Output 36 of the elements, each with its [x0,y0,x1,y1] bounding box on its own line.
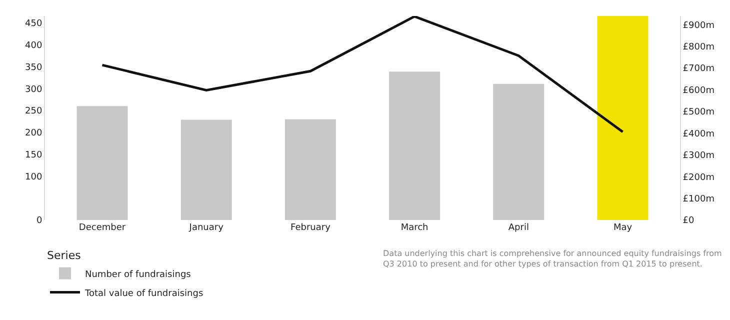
y2-tick-label: £700m [682,64,714,74]
y-tick-label: 450 [25,19,42,30]
y-tick-label: 350 [25,62,42,73]
y-tick-label: 200 [25,128,42,139]
bar [76,106,128,220]
bar [389,72,440,220]
text: Data underlying this chart is comprehensive for announced equity fundraisings from Q3 2010 to present and for other types of transaction from Q1 2015 to present. [383,249,722,268]
bar [597,16,648,220]
x-tick-label: February [290,223,332,233]
y-tick-label: 100 [25,172,42,182]
x-tick-label: April [508,223,529,233]
x-tick-label: December [78,223,126,233]
legend-label: Total value of fundraisings [84,288,204,299]
bar [180,120,232,220]
bar [493,84,544,220]
x-tick-label: March [400,223,428,233]
y-tick-label: 400 [25,41,42,52]
y-tick-label: 0 [36,216,42,226]
y2-tick-label: £300m [682,151,714,162]
y2-tick-label: £0 [682,216,695,226]
y-tick-label: 300 [25,84,42,95]
y2-tick-label: £800m [682,42,714,53]
x-tick-label: January [188,223,224,233]
y-tick-label: 250 [25,106,42,117]
legend-title: Series [47,248,82,262]
y-tick-label: 150 [25,150,42,160]
legend-label: Number of fundraisings [85,270,192,280]
y2-tick-label: £100m [682,194,714,204]
y2-tick-label: £600m [682,86,714,96]
x-tick-label: May [613,223,633,233]
bar [284,119,336,220]
y2-tick-label: £200m [682,172,714,183]
y2-tick-label: £400m [682,129,714,140]
line-series [101,16,624,134]
y2-tick-label: £900m [682,20,714,31]
y2-tick-label: £500m [682,108,714,118]
